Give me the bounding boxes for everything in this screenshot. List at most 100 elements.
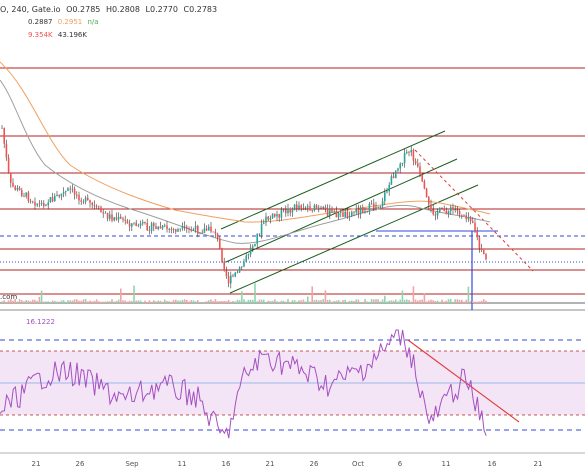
symbol-label[interactable]: O, 240, Gate.io [0, 5, 61, 14]
x-axis: 21 26 Sep 11 16 21 26 Oct 6 11 16 21 [32, 460, 543, 468]
volume-bar [351, 300, 353, 303]
volume-bar [472, 301, 474, 303]
candle-body [16, 187, 19, 190]
volume-bar [450, 299, 452, 303]
candle-body [238, 267, 241, 273]
candle-body [58, 194, 60, 197]
candle-body [87, 197, 89, 200]
volume-bar [216, 301, 219, 303]
candle-body [483, 250, 485, 255]
x-tick-label: 26 [310, 460, 319, 468]
ohlc-high: H0.2808 [105, 5, 140, 14]
volume-bar [344, 299, 346, 303]
volume-bar [355, 299, 357, 303]
candle-body [472, 221, 474, 223]
volume-bar [183, 299, 186, 303]
volume-bar [302, 299, 305, 303]
symbol-legend[interactable]: O, 240, Gate.io O0.2785 H0.2808 L0.2770 … [0, 5, 220, 14]
candle-body [120, 216, 122, 219]
rsi-legend[interactable]: 16.1222 [0, 318, 58, 326]
volume-bar [441, 299, 443, 303]
candle-body [348, 216, 351, 217]
candle-body [364, 210, 366, 213]
candle-body [355, 209, 357, 213]
volume-bar [390, 300, 393, 303]
ma-orange[interactable] [0, 61, 491, 223]
candle-body [43, 203, 45, 207]
volume-bar [219, 301, 221, 303]
candle-body [1, 127, 3, 129]
volume-bar [436, 300, 439, 303]
candlestick-series[interactable] [1, 125, 487, 289]
rsi-trendline[interactable] [407, 339, 520, 423]
volume-bar [5, 301, 8, 303]
candle-body [12, 182, 14, 187]
candle-body [93, 205, 96, 206]
candle-body [117, 216, 120, 220]
candle-body [467, 216, 470, 220]
volume-bars[interactable] [1, 283, 487, 303]
candle-body [285, 209, 287, 214]
candle-body [157, 226, 159, 230]
volume-bar [60, 300, 63, 303]
ohlc-low: L0.2770 [145, 5, 178, 14]
candle-body [430, 204, 432, 210]
volume-bar [150, 301, 153, 303]
volume-bar [300, 300, 302, 303]
volume-bar [67, 300, 69, 303]
volume-bar [388, 300, 390, 303]
candle-body [247, 254, 250, 256]
volume-bar [480, 300, 483, 303]
rsi-line[interactable] [0, 329, 487, 439]
candle-body [421, 174, 423, 182]
volume-bar [364, 299, 366, 303]
candle-body [351, 211, 353, 216]
candle-body [271, 213, 274, 219]
volume-bar [78, 300, 80, 303]
channel-upper[interactable] [220, 130, 446, 230]
candle-body [100, 207, 102, 213]
candle-body [408, 151, 410, 153]
candle-body [353, 211, 355, 213]
volume-bar [148, 300, 151, 303]
candle-body [159, 226, 162, 229]
volume-bar [203, 301, 206, 303]
volume-bar [159, 300, 162, 303]
volume-bar [445, 300, 448, 303]
ma-gray[interactable] [0, 79, 491, 244]
candle-body [104, 212, 107, 214]
volume-bar [326, 299, 329, 303]
candle-body [392, 176, 395, 178]
volume-bar [126, 301, 129, 303]
volume-bar [329, 299, 331, 303]
volume-bar [109, 301, 111, 303]
candle-body [214, 231, 217, 234]
volume-bar [269, 300, 272, 303]
candle-body [302, 208, 305, 209]
candle-body [212, 231, 214, 233]
volume-bar [324, 290, 327, 303]
ma-legend[interactable]: 0.2887 0.2951 n/a [0, 18, 102, 26]
volume-source-label: .com [0, 293, 18, 301]
volume-bar [164, 299, 166, 303]
volume-bar [381, 299, 384, 303]
candle-body [177, 229, 179, 232]
price-pane[interactable] [0, 61, 585, 311]
volume-bar [419, 299, 421, 303]
x-tick-label: 11 [178, 460, 187, 468]
volume-legend[interactable]: 9.354K 43.196K [0, 31, 90, 39]
rsi-pane[interactable] [0, 329, 585, 454]
volume-bar [212, 301, 214, 303]
volume-bar [461, 299, 463, 303]
candle-body [36, 203, 38, 206]
volume-bar [38, 296, 41, 303]
candle-body [190, 229, 192, 231]
volume-bar [311, 286, 313, 303]
volume-bar [100, 301, 102, 303]
candle-body [417, 163, 419, 167]
volume-bar [353, 301, 355, 303]
x-tick-label: 16 [488, 460, 497, 468]
candle-body [304, 207, 307, 209]
channel-lower[interactable] [229, 184, 479, 294]
